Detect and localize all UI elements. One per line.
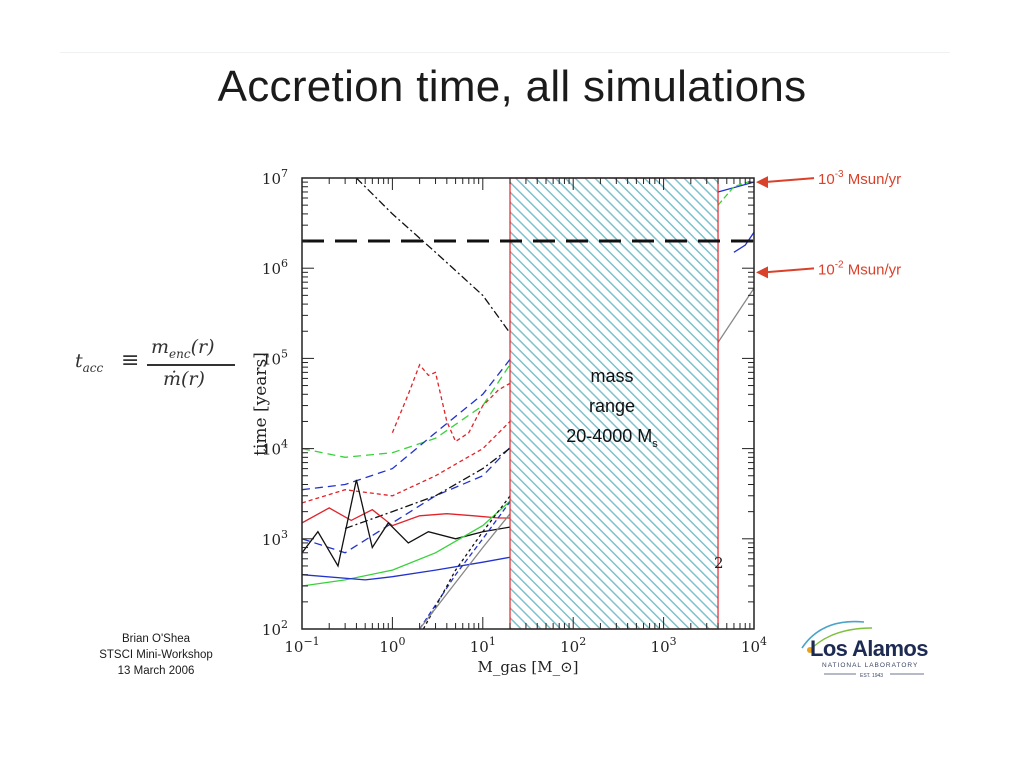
annotation-arrowhead [756,266,768,279]
logo-name: Los Alamos [810,636,928,661]
mass-range-subscript: s [652,438,658,450]
credit-author: Brian O'Shea [121,633,191,645]
slide-background [60,52,950,695]
panel-number: 2 [714,554,724,572]
y-tick-label: 104 [262,438,288,459]
series-line-11 [302,555,519,581]
annotation-arrow-line [763,177,815,184]
series-line-5 [302,412,520,504]
mass-range-label-line1: mass [591,366,634,386]
rate-annotation-2: 10-2 Msun/yr [756,259,901,279]
accretion-time-formula: tacc ≡ menc(r) ṁ(r) [75,336,255,396]
formula-fraction-bar [147,364,235,366]
logo-est: EST. 1943 [860,673,884,679]
annotation-text: 10-3 Msun/yr [818,169,901,188]
logo-swoosh-icon [801,620,924,675]
series-line-14 [419,502,520,629]
formula-lhs: tacc [75,350,104,375]
series-line-6 [302,437,520,554]
series-line-1 [355,178,520,346]
y-tick-label: 107 [262,167,288,188]
series-line-16 [717,179,754,206]
mass-range-label: mass range 20-4000 Ms [566,366,658,450]
x-tick-label: 103 [651,635,677,656]
series-line-8 [302,507,519,527]
x-axis-label: M_gas [M_⊙] [477,658,578,676]
formula-numerator: menc(r) [151,336,215,361]
x-tick-labels: 10−1 100 101 102 103 104 [284,635,767,656]
annotation-arrowhead [756,176,768,189]
series-line-2 [302,350,520,458]
series-line-4 [391,363,520,443]
credit-event: STSCI Mini-Workshop [99,649,213,661]
x-tick-label: 101 [470,635,496,656]
y-tick-labels: 102 103 104 105 106 107 [262,167,288,639]
mass-range-value: 20-4000 M [566,426,652,446]
x-tick-label: 100 [379,635,405,656]
x-tick-label: 102 [560,635,586,656]
y-tick-label: 102 [262,618,288,639]
y-tick-label: 103 [262,528,288,549]
series-line-3 [302,347,520,491]
series-line-10 [302,492,520,587]
series-layer [302,178,754,629]
x-tick-label: 10−1 [284,635,319,656]
axis-ticks [301,178,754,630]
plot-frame [301,177,755,630]
series-line-18 [717,287,754,343]
y-tick-label: 105 [262,347,288,368]
lanl-logo: Los Alamos NATIONAL LABORATORY EST. 1943 [794,612,944,682]
y-axis-label: time [years] [251,352,271,456]
mass-range-label-line3: 20-4000 Ms [566,426,658,450]
slide-title: Accretion time, all simulations [217,62,807,111]
annotation-arrow-line [763,267,815,274]
annotation-text: 10-2 Msun/yr [818,259,901,278]
author-credit: Brian O'Shea STSCI Mini-Workshop 13 Marc… [86,631,226,679]
y-tick-label: 106 [262,257,288,278]
mass-range-region [509,177,719,630]
formula-denominator: ṁ(r) [163,368,205,390]
series-line-7 [344,440,520,530]
formula-equiv: ≡ [121,348,140,373]
credit-date: 13 March 2006 [117,665,195,677]
mass-range-label-line2: range [589,396,635,416]
series-line-15 [717,181,754,193]
series-line-13 [422,484,520,629]
rate-annotation-1: 10-3 Msun/yr [756,169,901,189]
series-line-17 [733,231,754,253]
logo-subtitle: NATIONAL LABORATORY [822,662,919,669]
rate-annotations: 10-3 Msun/yr 10-2 Msun/yr [756,169,901,279]
series-line-12 [419,489,520,629]
x-tick-label: 104 [741,635,767,656]
